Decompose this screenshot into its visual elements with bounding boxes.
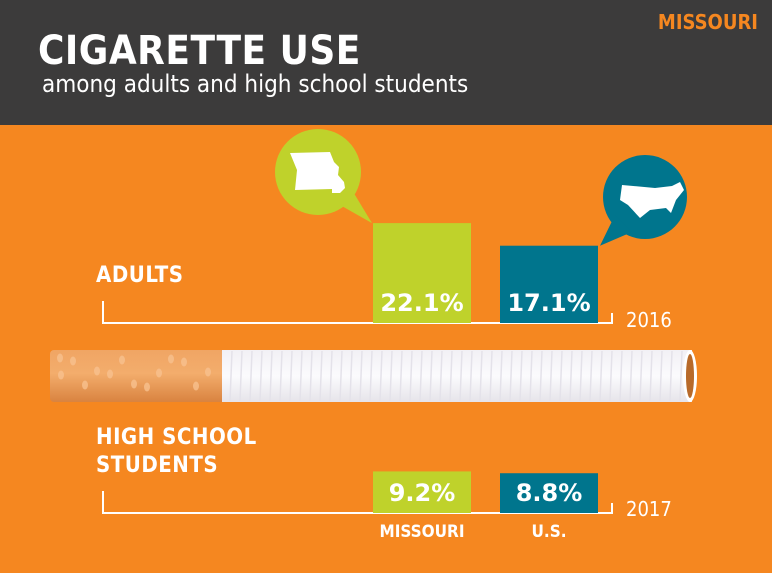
paper-line bbox=[579, 350, 583, 402]
paper-line bbox=[369, 350, 373, 402]
paper-line bbox=[409, 350, 413, 402]
missouri-map-icon bbox=[290, 152, 345, 193]
paper-line bbox=[439, 350, 443, 402]
filter-speck bbox=[144, 382, 150, 392]
paper-line bbox=[289, 350, 293, 402]
baseline-axis bbox=[102, 491, 613, 514]
state-label: MISSOURI bbox=[657, 10, 758, 34]
bar-missouri bbox=[373, 223, 471, 323]
paper-line bbox=[389, 350, 393, 402]
paper-line bbox=[479, 350, 483, 402]
paper-line bbox=[589, 350, 593, 402]
page-title: CIGARETTE USE bbox=[38, 28, 361, 74]
filter-speck bbox=[181, 357, 187, 367]
bar-us bbox=[500, 245, 598, 323]
paper-line bbox=[459, 350, 463, 402]
paper-line bbox=[519, 350, 523, 402]
paper-line bbox=[329, 350, 333, 402]
paper-line bbox=[249, 350, 253, 402]
baseline-axis bbox=[102, 301, 613, 324]
paper-line bbox=[339, 350, 343, 402]
paper-line bbox=[299, 350, 303, 402]
filter-speck bbox=[119, 355, 125, 365]
paper-line bbox=[609, 350, 613, 402]
paper-line bbox=[319, 350, 323, 402]
group-label-high-school: HIGH SCHOOL STUDENTS bbox=[96, 425, 257, 478]
paper-line bbox=[399, 350, 403, 402]
filter-speck bbox=[70, 356, 76, 366]
bar-value-label: 9.2% bbox=[389, 479, 456, 507]
paper-line bbox=[419, 350, 423, 402]
paper-line bbox=[359, 350, 363, 402]
tobacco-end bbox=[686, 354, 694, 398]
paper-line bbox=[269, 350, 273, 402]
paper-line bbox=[309, 350, 313, 402]
category-label-missouri: MISSOURI bbox=[379, 522, 465, 542]
bar-value-label: 22.1% bbox=[380, 289, 463, 317]
paper-line bbox=[629, 350, 633, 402]
us-bubble-tail bbox=[600, 215, 632, 246]
bar-missouri bbox=[373, 471, 471, 513]
filter-speck bbox=[193, 381, 199, 391]
paper-line bbox=[509, 350, 513, 402]
filter-speck bbox=[168, 354, 174, 364]
filter-speck bbox=[205, 367, 211, 377]
year-label-adults: 2016 bbox=[626, 308, 672, 332]
filter-speck bbox=[94, 366, 100, 376]
category-label-us: U.S. bbox=[531, 522, 567, 542]
missouri-bubble-tail bbox=[340, 190, 372, 224]
paper-line bbox=[599, 350, 603, 402]
year-label-high-school: 2017 bbox=[626, 497, 672, 521]
paper-line bbox=[429, 350, 433, 402]
paper-line bbox=[379, 350, 383, 402]
paper-line bbox=[229, 350, 233, 402]
paper-line bbox=[349, 350, 353, 402]
paper-line bbox=[539, 350, 543, 402]
paper-line bbox=[569, 350, 573, 402]
filter-speck bbox=[156, 368, 162, 378]
paper-line bbox=[639, 350, 643, 402]
paper-line bbox=[649, 350, 653, 402]
paper-line bbox=[659, 350, 663, 402]
filter-speck bbox=[107, 369, 113, 379]
filter-speck bbox=[131, 379, 137, 389]
filter-speck bbox=[58, 370, 64, 380]
header-banner: CIGARETTE USE among adults and high scho… bbox=[0, 0, 772, 125]
paper-line bbox=[279, 350, 283, 402]
paper-line bbox=[239, 350, 243, 402]
bar-value-label: 8.8% bbox=[516, 479, 583, 507]
paper-line bbox=[259, 350, 263, 402]
paper-line bbox=[499, 350, 503, 402]
paper-line bbox=[669, 350, 673, 402]
cigarette-illustration bbox=[50, 350, 697, 402]
paper-line bbox=[559, 350, 563, 402]
paper-line bbox=[449, 350, 453, 402]
paper-line bbox=[549, 350, 553, 402]
filter-speck bbox=[57, 353, 63, 363]
paper-line bbox=[619, 350, 623, 402]
paper-line bbox=[679, 350, 683, 402]
cigarette-filter bbox=[50, 350, 225, 402]
paper-line bbox=[489, 350, 493, 402]
paper-line bbox=[529, 350, 533, 402]
filter-speck bbox=[82, 380, 88, 390]
group-label-adults: ADULTS bbox=[96, 263, 184, 288]
page-subtitle: among adults and high school students bbox=[42, 70, 469, 98]
us-map-icon bbox=[620, 182, 684, 218]
bar-value-label: 17.1% bbox=[507, 289, 590, 317]
bar-us bbox=[500, 473, 598, 513]
paper-line bbox=[469, 350, 473, 402]
